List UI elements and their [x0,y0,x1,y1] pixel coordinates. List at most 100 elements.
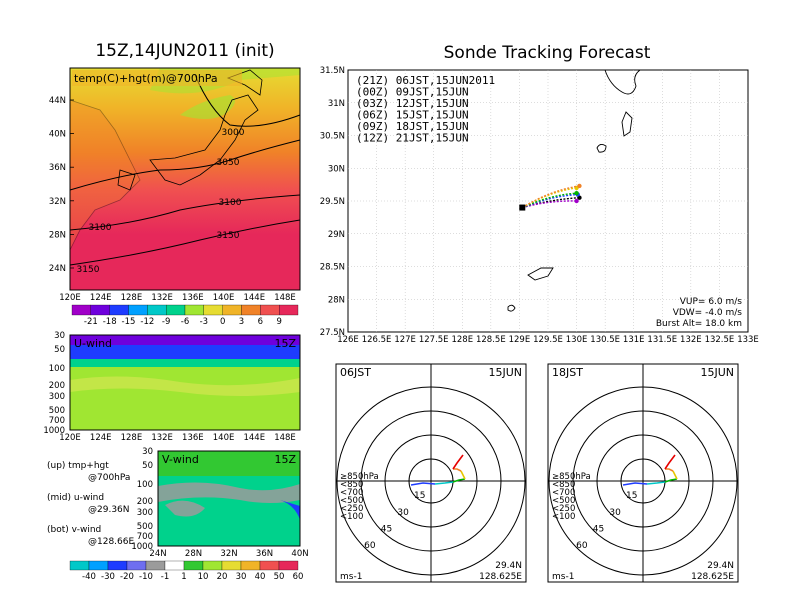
wind-colorbar-label: -30 [101,572,115,582]
track-lat-tick: 30.5N [320,132,345,142]
level-legend-entry: <250 [340,504,363,514]
colorbar-swatch [147,304,167,316]
v-lat-tick: 24N [149,549,166,559]
hodograph-unit: ms-1 [340,572,362,582]
hodograph-trace [452,478,466,483]
u-lon-tick: 132E [151,433,173,443]
right-title: Sonde Tracking Forecast [444,43,651,63]
level-legend-entry: <100 [340,512,363,522]
u-pressure-tick: 50 [54,345,65,355]
contour-label: 3100 [219,198,242,208]
legend-entry: (03Z) 12JST,15JUN [356,97,469,110]
colorbar-label: 6 [258,317,263,327]
note-bot-line1: (bot) v-wind [47,525,101,535]
contour-label: 3100 [89,223,112,233]
hodograph-trace [453,468,462,472]
level-legend-entry: <250 [552,504,575,514]
level-legend-entry: <700 [552,488,575,498]
hodograph-trace [664,478,678,483]
u-lon-tick: 140E [213,433,235,443]
v-wind-time: 15Z [274,453,296,466]
map-lat-tick: 24N [49,264,66,274]
colorbar-swatch [128,304,148,316]
wind-colorbar-label: -1 [161,572,169,582]
track-lat-tick: 29N [328,230,345,240]
contour-label: 3000 [222,128,245,138]
map-lon-tick: 144E [243,293,265,303]
track-lon-tick: 130.5E [590,335,620,345]
trajectory-end-marker [577,183,582,189]
colorbar-label: 9 [276,317,281,327]
hodograph-trace [452,454,464,470]
v-wind-label: V-wind [162,453,199,466]
colorbar-swatch [260,304,280,316]
hodograph-trace [672,470,678,480]
note-mid-line1: (mid) u-wind [47,493,104,503]
map-lat-tick: 32N [49,197,66,207]
trajectory-line [521,185,580,209]
v-lat-tick: 32N [220,549,237,559]
wind-colorbar-label: 10 [198,572,209,582]
v-pressure-tick: 500 [137,522,153,532]
map-lon-tick: 124E [90,293,112,303]
wind-colorbar-swatch [259,560,280,571]
map-lon-tick: 148E [274,293,296,303]
hodograph-date: 15JUN [700,366,734,379]
u-lon-tick: 124E [90,433,112,443]
map-lon-tick: 120E [59,293,81,303]
hodograph-time: 06JST [340,366,371,379]
hodograph-trace [410,482,436,486]
wind-colorbar-swatch [164,560,185,571]
colorbar-swatch [203,304,223,316]
hodograph-trace [646,481,666,485]
hodograph-trace [622,482,648,486]
colorbar-swatch [71,304,91,316]
hodograph-trace [434,481,454,485]
wind-colorbar-swatch [202,560,223,571]
legend-entry: (09Z) 18JST,15JUN [356,120,469,133]
v-pressure-tick: 30 [142,447,153,457]
left-title: 15Z,14JUN2011 (init) [95,41,274,61]
u-wind-label: U-wind [74,337,112,350]
map-lon-tick: 132E [151,293,173,303]
colorbar-label: -21 [84,317,98,327]
wind-colorbar-label: 50 [274,572,285,582]
track-lat-tick: 28.5N [320,263,345,273]
ring-label: 60 [576,541,588,551]
wind-colorbar-label: -10 [139,572,153,582]
hodograph-time: 18JST [552,366,583,379]
u-pressure-tick: 30 [54,331,65,341]
v-pressure-tick: 100 [137,480,153,490]
v-lat-tick: 28N [185,549,202,559]
colorbar-swatch [166,304,186,316]
colorbar-swatch [279,304,299,316]
hodograph-lat: 29.4N [707,561,734,571]
v-lat-tick: 40N [291,549,308,559]
ring-label: 60 [364,541,376,551]
vup-text: VUP= 6.0 m/s [680,297,743,307]
ring-label: 30 [397,508,409,518]
contour-label: 3150 [217,231,240,241]
colorbar-swatch [241,304,261,316]
level-legend-entry: <700 [340,488,363,498]
level-legend-entry: ≥850hPa [552,472,591,482]
map-lat-tick: 28N [49,230,66,240]
level-legend-entry: <850 [552,480,575,490]
hodograph-trace [460,470,466,480]
colorbar-label: -12 [140,317,154,327]
track-lon-tick: 126.5E [362,335,392,345]
track-map: 31.5N 31N 30.5N 30N 29.5N 29N 28.5N 28N 27.5N 12… [320,66,759,345]
wind-colorbar-swatch [107,560,128,571]
track-lon-tick: 131E [623,335,645,345]
colorbar-label: -3 [200,317,208,327]
colorbar-label: 0 [220,317,225,327]
ring-label: 45 [593,525,604,535]
v-pressure-tick: 700 [137,532,153,542]
track-lon-tick: 130E [566,335,588,345]
wind-colorbar-swatch [278,560,299,571]
wind-colorbar-label: 30 [236,572,247,582]
track-lon-tick: 129.5E [533,335,563,345]
ring-label: 15 [626,491,637,501]
